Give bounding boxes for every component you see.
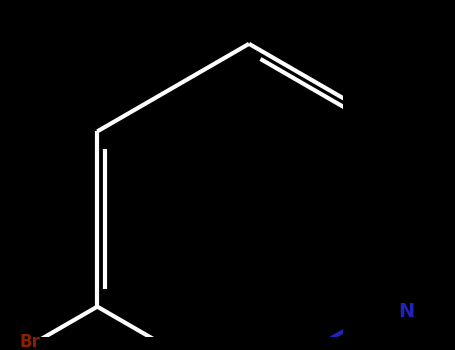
Text: N: N [399, 302, 415, 321]
Text: Br: Br [20, 333, 40, 350]
